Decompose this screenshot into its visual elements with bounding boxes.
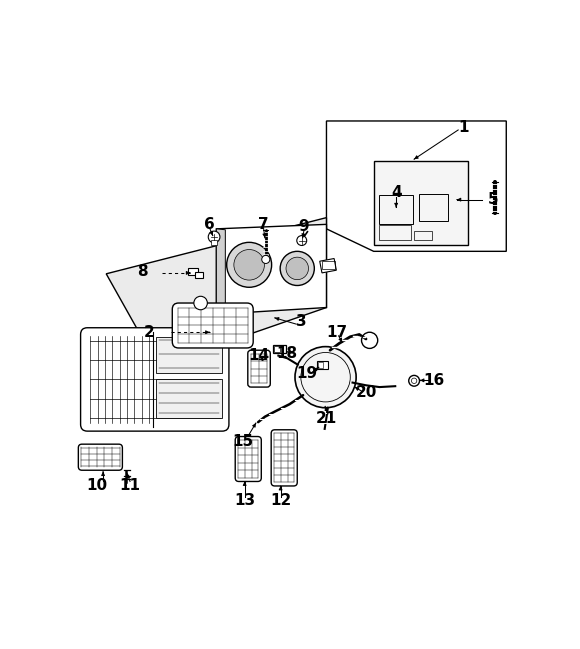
Bar <box>379 195 413 225</box>
Polygon shape <box>216 229 225 314</box>
Bar <box>374 162 468 245</box>
Bar <box>317 361 328 369</box>
Text: 8: 8 <box>137 264 147 279</box>
Circle shape <box>280 251 314 286</box>
Circle shape <box>297 236 307 245</box>
Circle shape <box>234 249 264 280</box>
Polygon shape <box>320 258 336 273</box>
Circle shape <box>295 347 356 408</box>
Bar <box>155 337 222 373</box>
Polygon shape <box>216 225 327 314</box>
Text: 1: 1 <box>458 120 469 135</box>
Text: 2: 2 <box>143 324 154 339</box>
Text: 13: 13 <box>234 493 255 508</box>
Text: 3: 3 <box>296 313 307 328</box>
Text: 16: 16 <box>424 373 445 388</box>
Text: 9: 9 <box>299 219 309 234</box>
Bar <box>195 272 203 278</box>
FancyBboxPatch shape <box>248 350 270 387</box>
Bar <box>318 362 323 368</box>
Text: 15: 15 <box>232 434 253 448</box>
Bar <box>273 345 286 353</box>
Text: 6: 6 <box>204 217 215 232</box>
FancyBboxPatch shape <box>78 444 122 471</box>
Text: 4: 4 <box>391 186 401 201</box>
Text: 12: 12 <box>270 493 291 508</box>
FancyBboxPatch shape <box>172 303 253 348</box>
Bar <box>155 380 222 418</box>
Text: 17: 17 <box>326 324 347 339</box>
Text: 10: 10 <box>86 478 108 493</box>
Bar <box>322 261 335 269</box>
Text: 11: 11 <box>119 478 140 493</box>
Text: 20: 20 <box>356 386 378 400</box>
Bar <box>274 346 280 352</box>
Circle shape <box>262 255 270 263</box>
FancyBboxPatch shape <box>271 430 297 486</box>
FancyBboxPatch shape <box>235 437 261 482</box>
Text: 5: 5 <box>487 192 498 207</box>
Text: 21: 21 <box>316 411 337 426</box>
Circle shape <box>409 375 419 386</box>
Text: 14: 14 <box>248 348 270 363</box>
Text: 7: 7 <box>258 217 269 232</box>
Bar <box>188 267 198 275</box>
Polygon shape <box>327 121 506 251</box>
Bar <box>379 225 411 240</box>
Circle shape <box>227 242 271 288</box>
Circle shape <box>286 257 309 280</box>
Bar <box>211 240 218 245</box>
Bar <box>414 231 432 240</box>
FancyBboxPatch shape <box>81 328 229 431</box>
Text: 19: 19 <box>296 366 318 381</box>
Circle shape <box>194 297 208 310</box>
Text: 18: 18 <box>277 346 298 361</box>
Polygon shape <box>106 217 327 366</box>
Circle shape <box>208 231 220 243</box>
Bar <box>419 194 448 221</box>
